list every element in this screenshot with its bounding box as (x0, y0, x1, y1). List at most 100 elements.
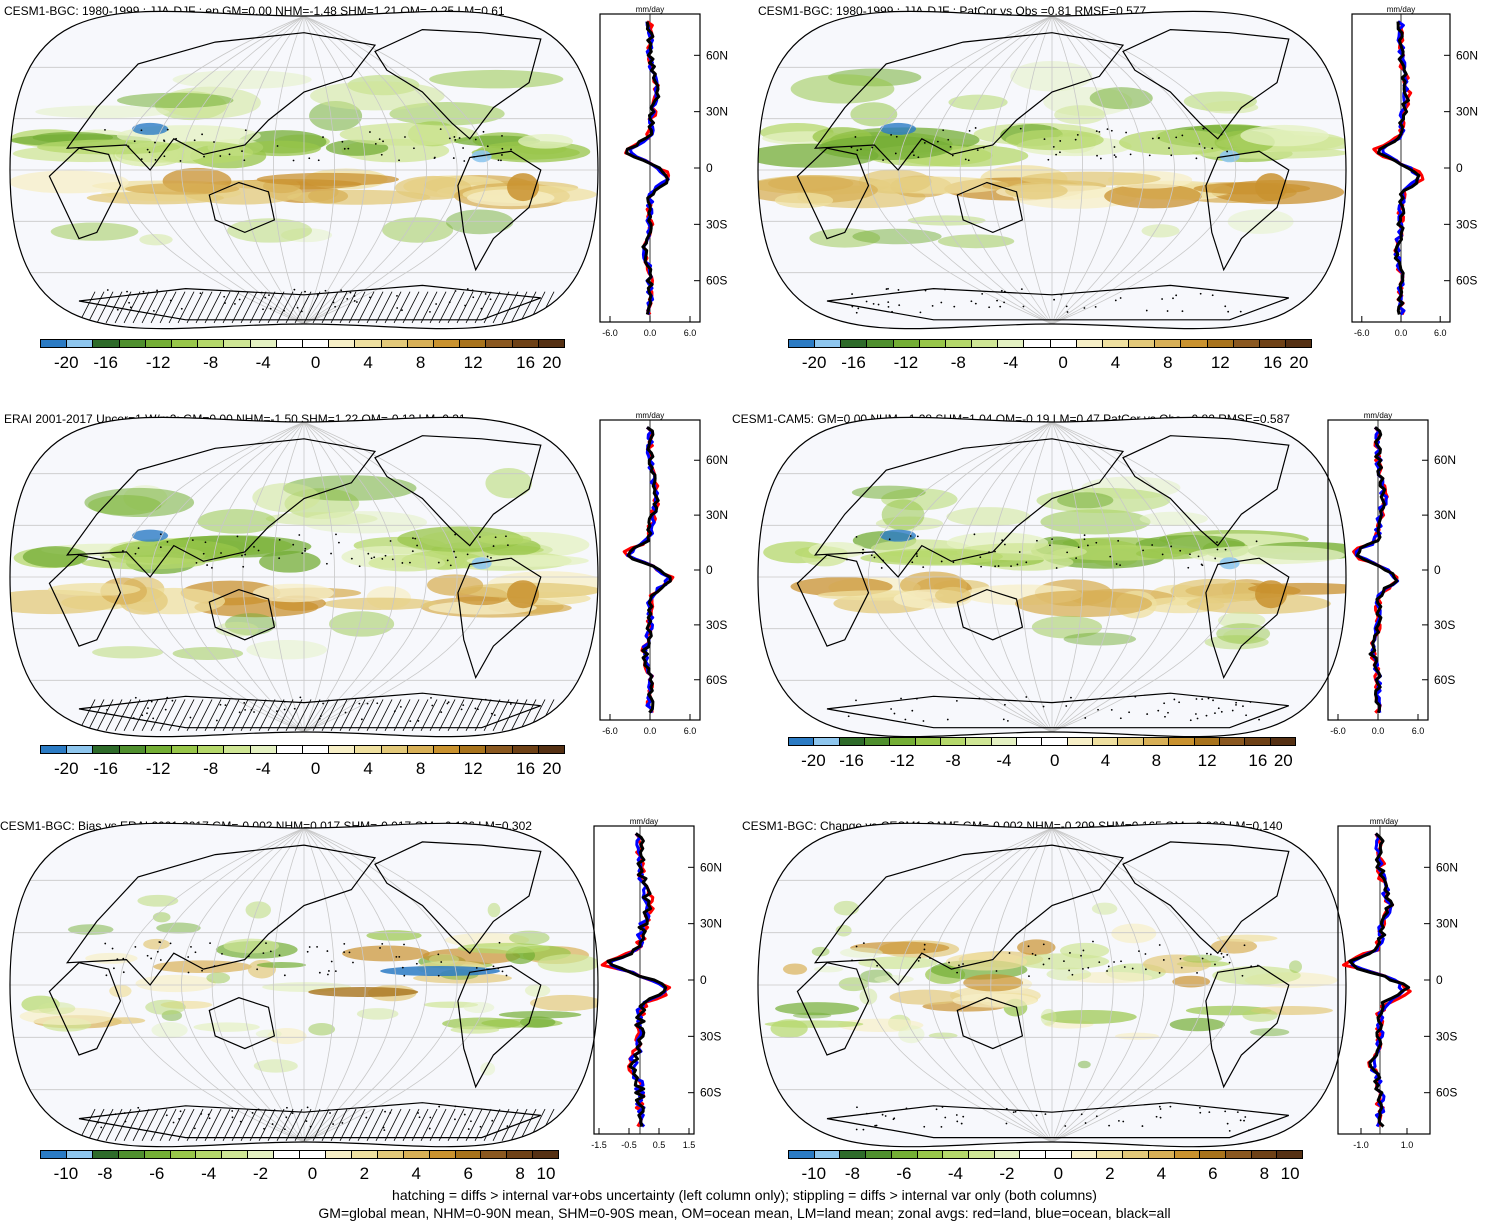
hatch-line (492, 1108, 510, 1141)
stipple-dot (437, 953, 440, 956)
colorbar-swatch (1174, 1151, 1201, 1158)
stipple-dot (877, 303, 880, 306)
stipple-dot (324, 289, 327, 292)
hatch-line (195, 291, 213, 324)
colorbar-label: 8 (1259, 1164, 1270, 1183)
stipple-dot (1001, 539, 1004, 542)
hatch-line (483, 1108, 501, 1141)
precip-anomaly-blob (135, 974, 216, 993)
hatch-line (159, 699, 177, 732)
stipple-dot (389, 540, 392, 542)
stipple-dot (132, 717, 135, 719)
precip-anomaly-blob (1054, 105, 1106, 125)
stipple-dot (962, 1115, 965, 1118)
precip-anomaly-blob (308, 986, 419, 997)
precip-anomaly-blob (308, 1022, 336, 1036)
colorbar-swatch (841, 340, 868, 347)
hatch-line (141, 699, 159, 732)
zonal-land-curve (624, 20, 671, 316)
stipple-dot (366, 702, 369, 705)
hatch-line (159, 1108, 177, 1141)
colorbar-swatch (1050, 340, 1077, 347)
stipple-dot (1095, 1115, 1098, 1118)
map-border (9, 416, 599, 738)
zonal-x-tick-label: 0.5 (653, 1140, 666, 1150)
stipple-dot (1066, 311, 1069, 313)
stipple-dot (124, 1120, 127, 1123)
stipple-dot (494, 536, 497, 539)
colorbar-label: 4 (411, 1164, 421, 1183)
stipple-dot (1019, 127, 1022, 130)
precip-anomaly-blob (466, 554, 589, 567)
colorbar-swatch (248, 1151, 275, 1158)
stipple-dot (269, 950, 272, 953)
precip-anomaly-blob (137, 894, 179, 907)
stipple-dot (449, 564, 452, 567)
precip-anomaly-blob (1005, 129, 1104, 151)
stipple-dot (894, 152, 897, 155)
stipple-dot (1198, 143, 1201, 145)
stipple-dot (1159, 1108, 1162, 1110)
hatch-line (402, 699, 420, 732)
stipple-dot (490, 556, 492, 559)
stipple-dot (479, 1125, 482, 1128)
stipple-dot (1059, 140, 1062, 142)
stipple-dot (316, 945, 318, 948)
stipple-dot (153, 310, 155, 312)
stipple-dot (953, 305, 956, 308)
stipple-dot (862, 942, 865, 945)
stipple-dot (1208, 1111, 1211, 1114)
precip-anomaly-blob (86, 191, 224, 205)
hatch-line (465, 291, 483, 324)
colorbar-label: -20 (801, 353, 827, 372)
colorbar-swatch (41, 746, 68, 753)
colorbar-label: -16 (93, 759, 118, 778)
stipple-dot (1004, 703, 1006, 706)
stipple-dot (328, 970, 330, 972)
hatch-line (204, 291, 222, 324)
stipple-dot (1125, 131, 1128, 134)
stipple-dot (203, 155, 205, 158)
colorbar-swatch (434, 340, 461, 347)
stipple-dot (100, 1126, 103, 1129)
stipple-dot (1022, 305, 1025, 308)
colorbar-swatch (303, 746, 330, 753)
stipple-dot (506, 544, 509, 547)
stipple-dot (466, 553, 469, 556)
colorbar-swatch (41, 340, 68, 347)
stipple-dot (140, 129, 143, 132)
stipple-dot (479, 536, 481, 538)
stipple-dot (855, 1128, 858, 1131)
colorbar-swatch (891, 1151, 918, 1158)
stipple-dot (1002, 718, 1005, 721)
stipple-dot (1170, 545, 1173, 548)
stipple-dot (454, 1105, 457, 1108)
hatch-line (330, 291, 348, 324)
stipple-dot (484, 293, 487, 295)
colorbar-swatch (170, 1151, 197, 1158)
stipple-dot (484, 698, 487, 701)
stipple-dot (398, 955, 401, 958)
zonal-units: mm/day (1387, 5, 1415, 14)
lat-tick-label: 0 (1436, 973, 1443, 987)
stipple-dot (470, 1120, 472, 1123)
stipple-dot (940, 301, 943, 304)
colorbar-swatch (1017, 738, 1043, 745)
colorbar-swatch (1148, 1151, 1175, 1158)
precip-anomaly-blob (145, 999, 186, 1015)
stipple-dot (486, 145, 489, 148)
stipple-dot (411, 550, 414, 553)
colorbar-label: 2 (1105, 1164, 1115, 1183)
precip-anomaly-blob (307, 188, 349, 204)
stipple-dot (447, 701, 450, 704)
stipple-dot (846, 558, 848, 561)
stipple-dot (976, 149, 979, 151)
colorbar-swatch (507, 1151, 534, 1158)
precip-anomaly-blob (342, 945, 430, 962)
stipple-dot (1180, 966, 1183, 969)
colorbar-swatch (1225, 1151, 1252, 1158)
colorbar-swatch (381, 340, 408, 347)
stipple-dot (352, 961, 354, 964)
stipple-dot (241, 554, 243, 557)
lat-tick-label: 60N (700, 860, 722, 874)
